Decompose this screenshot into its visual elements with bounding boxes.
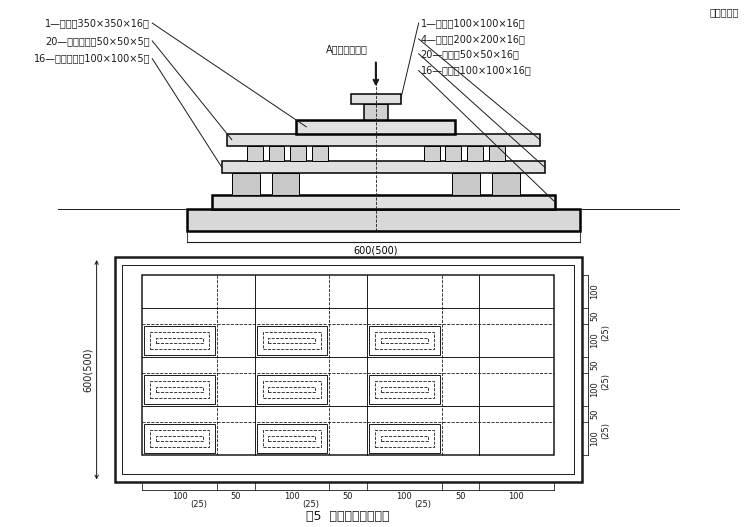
Bar: [114, 257, 582, 482]
Text: 100: 100: [509, 492, 524, 501]
Bar: [364, 104, 387, 120]
Text: 50: 50: [230, 492, 241, 501]
Bar: [156, 387, 203, 392]
Text: 100: 100: [591, 284, 600, 299]
Bar: [269, 436, 316, 441]
Text: 100: 100: [591, 431, 600, 446]
Bar: [369, 424, 440, 453]
Bar: [247, 145, 263, 161]
Text: A（均布载荷）: A（均布载荷）: [326, 44, 368, 54]
Bar: [150, 430, 209, 447]
Bar: [269, 387, 316, 392]
Bar: [257, 424, 328, 453]
Bar: [269, 338, 316, 343]
Bar: [375, 430, 434, 447]
Text: 50: 50: [591, 408, 600, 419]
Bar: [227, 134, 540, 145]
Text: 100: 100: [591, 382, 600, 397]
Bar: [453, 173, 480, 195]
Text: 100: 100: [396, 492, 412, 501]
Text: 100: 100: [172, 492, 188, 501]
Text: 1—压块（350×350×16）: 1—压块（350×350×16）: [46, 18, 150, 28]
Text: 50: 50: [343, 492, 353, 501]
Text: 600(500): 600(500): [82, 347, 93, 392]
Bar: [257, 326, 328, 355]
Text: (25): (25): [302, 500, 319, 509]
Bar: [351, 94, 401, 104]
Bar: [222, 161, 545, 173]
Bar: [150, 381, 209, 398]
Bar: [381, 387, 428, 392]
Bar: [312, 145, 328, 161]
Bar: [123, 265, 574, 474]
Text: (25): (25): [601, 422, 610, 438]
Text: 100: 100: [284, 492, 300, 501]
Bar: [263, 430, 322, 447]
Bar: [156, 338, 203, 343]
Bar: [375, 332, 434, 349]
Bar: [492, 173, 520, 195]
Bar: [446, 145, 462, 161]
Bar: [381, 338, 428, 343]
Bar: [144, 424, 215, 453]
Bar: [212, 195, 555, 209]
Bar: [187, 209, 580, 230]
Text: 50: 50: [591, 359, 600, 370]
Bar: [375, 381, 434, 398]
Text: 20—压块（50×50×16）: 20—压块（50×50×16）: [420, 48, 520, 58]
Bar: [369, 326, 440, 355]
Text: (25): (25): [414, 500, 432, 509]
Text: 单位为毫米: 单位为毫米: [709, 7, 739, 17]
Text: 50: 50: [455, 492, 465, 501]
Bar: [263, 332, 322, 349]
Text: 16—硬胶垫块（100×100×5）: 16—硬胶垫块（100×100×5）: [34, 54, 150, 64]
Bar: [144, 375, 215, 404]
Bar: [263, 381, 322, 398]
Bar: [296, 120, 456, 134]
Text: (25): (25): [601, 324, 610, 340]
Text: 600(500): 600(500): [354, 246, 398, 255]
Bar: [257, 375, 328, 404]
Text: 1—压块（100×100×16）: 1—压块（100×100×16）: [420, 18, 525, 28]
Bar: [232, 173, 260, 195]
Bar: [468, 145, 483, 161]
Bar: [272, 173, 299, 195]
Bar: [381, 436, 428, 441]
Bar: [142, 275, 554, 455]
Text: 20—硬胶垫块（50×50×5）: 20—硬胶垫块（50×50×5）: [46, 36, 150, 46]
Bar: [269, 145, 284, 161]
Text: 图5  地板均布荷载试验: 图5 地板均布荷载试验: [307, 510, 390, 523]
Bar: [290, 145, 307, 161]
Text: 50: 50: [591, 310, 600, 321]
Bar: [423, 145, 440, 161]
Bar: [144, 326, 215, 355]
Bar: [369, 375, 440, 404]
Text: 16—压块（100×100×16）: 16—压块（100×100×16）: [420, 65, 531, 75]
Text: 100: 100: [591, 333, 600, 348]
Bar: [156, 436, 203, 441]
Text: (25): (25): [601, 373, 610, 389]
Bar: [489, 145, 505, 161]
Text: (25): (25): [190, 500, 207, 509]
Bar: [150, 332, 209, 349]
Text: 4—压块（200×200×16）: 4—压块（200×200×16）: [420, 34, 526, 44]
